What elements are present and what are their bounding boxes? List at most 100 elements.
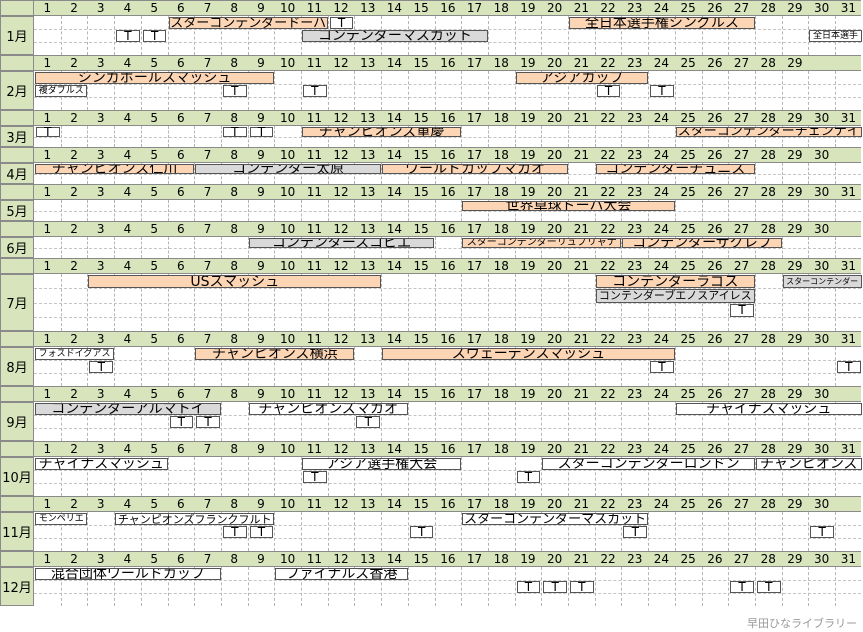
- day-number: 6: [177, 332, 185, 346]
- grid-line: [167, 512, 169, 551]
- event-bar: チャンピオンズフランクフルト: [115, 513, 275, 525]
- t-marker: T: [142, 29, 167, 43]
- day-number: 13: [360, 552, 376, 566]
- day-number: 12: [333, 222, 349, 236]
- day-number: 26: [707, 442, 723, 456]
- day-number: 12: [333, 442, 349, 456]
- grid-line: [621, 512, 623, 551]
- day-number: 5: [150, 185, 158, 199]
- day-number: 28: [760, 148, 776, 162]
- day-number: 27: [733, 185, 750, 199]
- event-bar: スターコンテンダーリュブリャナ: [462, 238, 622, 248]
- month-header-stub: [0, 496, 34, 512]
- day-number: 5: [150, 1, 158, 15]
- grid-line: [301, 71, 302, 110]
- grid-line: [808, 347, 810, 386]
- day-number: 21: [573, 111, 589, 125]
- t-marker: T: [222, 125, 247, 139]
- day-number: 31: [840, 552, 856, 566]
- day-number: 20: [547, 497, 563, 511]
- t-marker: T: [570, 580, 594, 594]
- day-number: 30: [814, 552, 830, 566]
- day-number: 29: [787, 497, 803, 511]
- day-number: 2: [70, 442, 78, 456]
- day-number: 27: [733, 111, 750, 125]
- grid-line: [728, 16, 730, 55]
- day-number: 16: [440, 497, 456, 511]
- day-number: 10: [280, 387, 296, 401]
- grid-line: [87, 567, 89, 606]
- day-number: 28: [760, 56, 776, 70]
- day-number: 23: [627, 185, 643, 199]
- grid-line: [701, 457, 703, 496]
- day-number: 21: [573, 442, 589, 456]
- event-bar: コンテンダーブエノスアイレス: [595, 289, 755, 303]
- t-marker: T: [650, 360, 674, 374]
- grid-line: [194, 71, 196, 110]
- day-number: 3: [96, 148, 105, 162]
- grid-line: [594, 567, 596, 606]
- day-number: 8: [230, 56, 239, 70]
- grid-line: [835, 457, 836, 496]
- event-bar: チャイナスマッシュ: [35, 458, 168, 470]
- month-label: 7月: [0, 274, 34, 331]
- grid-line: [514, 16, 516, 55]
- day-number: 4: [123, 185, 132, 199]
- grid-line: [835, 512, 836, 551]
- day-number: 5: [150, 56, 158, 70]
- grid-line: [728, 347, 730, 386]
- grid-line: [648, 71, 650, 110]
- day-number: 21: [573, 56, 589, 70]
- grid-line: [434, 71, 436, 110]
- day-number: 10: [280, 552, 296, 566]
- day-number: [835, 387, 862, 403]
- grid-line: [87, 512, 89, 551]
- day-number: 6: [177, 56, 185, 70]
- day-number: 3: [96, 259, 105, 273]
- grid-line: [514, 71, 516, 110]
- day-number: 14: [386, 332, 403, 346]
- day-number: 30: [814, 1, 830, 15]
- grid-line: [781, 567, 783, 606]
- grid-line: [301, 402, 302, 441]
- day-number: 22: [600, 185, 616, 199]
- grid-line: [194, 402, 196, 441]
- day-number: 25: [680, 442, 696, 456]
- day-number: 7: [203, 552, 212, 566]
- month-label: 1月: [0, 16, 34, 55]
- event-bar: チャンピオンズ横浜: [195, 348, 355, 360]
- day-number: 22: [600, 442, 616, 456]
- day-number: 9: [257, 185, 265, 199]
- day-number: 24: [653, 148, 670, 162]
- day-number: 30: [814, 148, 830, 162]
- day-number: 29: [787, 387, 803, 401]
- day-number: 25: [680, 552, 696, 566]
- day-number: 1: [43, 497, 52, 511]
- day-number: 8: [230, 148, 239, 162]
- grid-line: [781, 457, 783, 496]
- month-label: 4月: [0, 163, 34, 184]
- grid-line: [381, 512, 383, 551]
- day-number: 24: [653, 332, 670, 346]
- grid-line: [461, 71, 463, 110]
- event-bar: シンガポールスマッシュ: [35, 72, 275, 84]
- event-bar: スターコンテンダーロンドン: [542, 458, 755, 470]
- day-number: 21: [573, 259, 589, 273]
- grid-line: [301, 457, 302, 496]
- day-number: 14: [386, 1, 403, 15]
- grid-line: [34, 415, 861, 416]
- grid-line: [407, 512, 409, 551]
- day-number-row: 1 2 3 4 5 6 7 8 9 10 11 12 13 14 15 16 17 18 19 20 21 22 23 24 2…: [34, 110, 861, 126]
- day-number: 5: [150, 497, 158, 511]
- day-number: 16: [440, 222, 456, 236]
- grid-line: [407, 71, 409, 110]
- grid-line: [34, 136, 861, 138]
- grid-line: [60, 347, 62, 386]
- day-number: 2: [70, 497, 78, 511]
- grid-line: [568, 71, 569, 110]
- day-number: 17: [466, 185, 483, 199]
- grid-line: [87, 347, 89, 386]
- grid-line: [754, 347, 756, 386]
- day-number: 25: [680, 497, 696, 511]
- day-number: 29: [787, 56, 803, 70]
